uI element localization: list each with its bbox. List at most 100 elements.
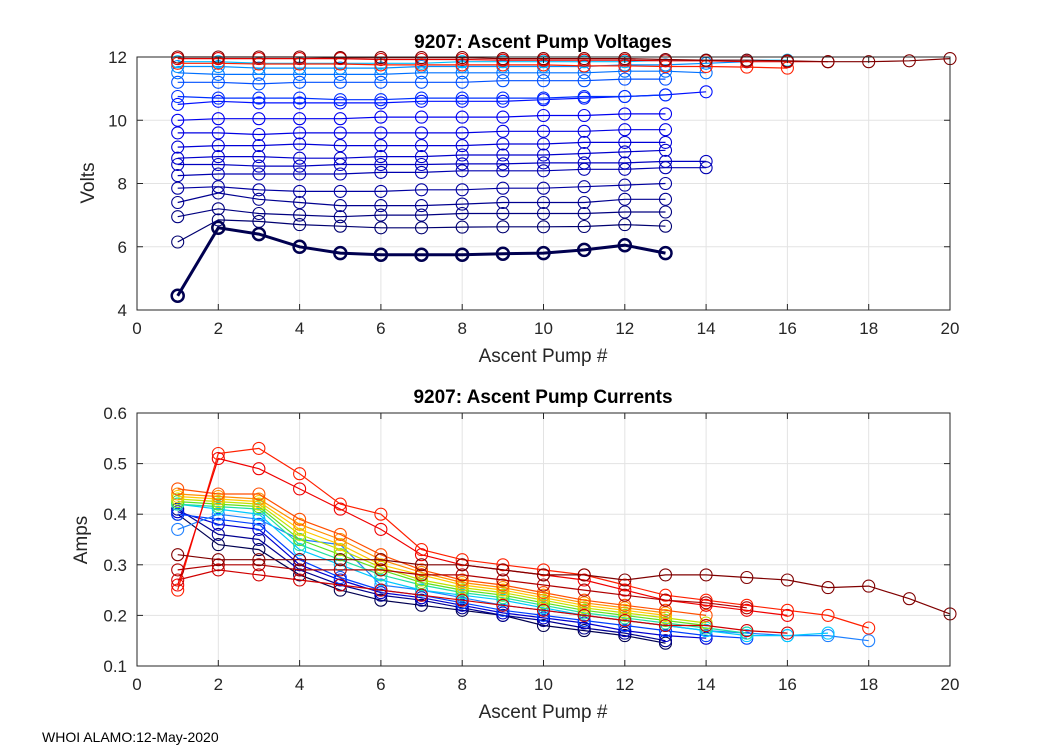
voltage-data-point: [171, 97, 185, 111]
voltage-y-axis-label: Volts: [78, 162, 99, 203]
voltage-data-point: [699, 53, 713, 67]
voltage-series-line: [177, 57, 828, 63]
voltage-data-point: [699, 85, 713, 99]
voltage-data-point: [252, 77, 266, 91]
current-ticks: 0 2 4 6 8 10 12 14 16 18 20 0.1 0.2 0.3 0.4 0.5 0.6: [103, 404, 959, 694]
voltage-data-point: [658, 205, 673, 219]
current-data-point: [333, 563, 347, 577]
voltage-data-point: [333, 219, 347, 233]
voltage-data-point: [170, 288, 185, 304]
voltage-data-point: [374, 139, 388, 153]
voltage-data-point: [618, 52, 632, 66]
voltage-series-line: [177, 61, 747, 69]
current-series-line: [177, 564, 747, 609]
voltage-data-point: [211, 167, 225, 181]
voltage-data-point: [333, 184, 347, 198]
voltage-data-point: [577, 180, 591, 194]
current-series-line: [177, 513, 666, 644]
current-data-point: [414, 573, 429, 587]
voltage-data-point: [496, 164, 510, 178]
current-data-point: [496, 578, 510, 592]
voltage-series-line: [177, 208, 666, 218]
voltage-y-tick-label: 10: [108, 111, 127, 130]
voltage-data-point: [211, 157, 225, 172]
voltage-data-point: [618, 178, 632, 192]
current-data-point: [333, 570, 347, 585]
voltage-data-point: [536, 206, 551, 221]
current-data-point: [171, 482, 185, 496]
voltage-data-point: [658, 52, 673, 67]
voltage-data-point: [455, 139, 469, 153]
current-x-axis-label: Ascent Pump #: [479, 702, 608, 723]
current-y-axis-label: Amps: [71, 516, 92, 565]
voltage-data-point: [171, 181, 185, 195]
voltage-data-point: [293, 184, 307, 198]
voltage-data-point: [252, 96, 266, 110]
voltage-data-point: [618, 145, 632, 159]
current-data-point: [455, 553, 469, 567]
voltage-x-tick-label: 2: [214, 319, 223, 338]
voltage-data-point: [455, 91, 469, 105]
voltage-data-point: [171, 75, 185, 89]
voltage-data-point: [902, 54, 916, 68]
voltage-data-point: [171, 151, 185, 165]
voltage-data-point: [374, 75, 388, 89]
current-data-point: [455, 573, 469, 587]
current-data-point: [171, 573, 185, 587]
voltage-data-point: [211, 139, 225, 153]
current-axes: 0 2 4 6 8 10 12 14 16 18 20 0.1 0.2 0.3 0.4 0.5 0.6 9207…: [71, 387, 959, 723]
voltage-series-14: [171, 72, 673, 91]
voltage-data-point: [414, 91, 429, 105]
current-data-point: [536, 618, 551, 633]
current-x-tick-label: 16: [778, 675, 797, 694]
voltage-data-point: [455, 183, 469, 197]
current-data-point: [414, 583, 429, 597]
voltage-data-point: [293, 159, 307, 173]
voltage-series-line: [177, 78, 666, 85]
current-series-line: [177, 503, 829, 637]
current-data-point: [902, 592, 916, 606]
voltage-series-7: [171, 154, 713, 173]
voltage-data-point: [211, 91, 225, 105]
voltage-data-point: [658, 143, 673, 157]
voltage-data-point: [821, 55, 835, 69]
current-x-tick-label: 12: [615, 675, 634, 694]
current-data-point: [414, 588, 429, 602]
voltage-data-point: [455, 157, 469, 171]
current-x-tick-label: 4: [295, 675, 304, 694]
current-data-point: [699, 596, 713, 610]
current-series-group: [171, 441, 957, 650]
current-data-point: [333, 578, 347, 592]
voltage-data-point: [617, 237, 633, 253]
current-y-tick-label: 0.6: [103, 404, 127, 423]
current-data-point: [536, 568, 551, 582]
voltage-data-point: [496, 148, 510, 162]
voltage-data-point: [374, 93, 388, 107]
current-data-point: [699, 618, 713, 633]
voltage-data-point: [455, 164, 469, 178]
current-data-point: [658, 603, 673, 617]
voltage-y-tick-label: 8: [118, 175, 127, 194]
current-data-point: [293, 543, 307, 557]
voltage-data-point: [658, 154, 673, 168]
current-data-point: [699, 629, 713, 643]
current-series-line: [177, 508, 666, 642]
voltage-data-point: [577, 52, 591, 66]
voltage-data-point: [536, 74, 551, 88]
voltage-series-11: [171, 107, 673, 127]
current-data-point: [252, 532, 266, 547]
voltage-data-point: [536, 164, 551, 178]
current-data-point: [211, 517, 225, 531]
voltage-series-line: [176, 226, 666, 297]
voltage-data-point: [618, 107, 632, 121]
current-data-point: [414, 598, 429, 612]
current-data-point: [252, 441, 266, 455]
voltage-data-point: [211, 150, 225, 164]
current-data-point: [293, 527, 307, 541]
current-data-point: [658, 624, 673, 638]
current-y-tick-label: 0.2: [103, 606, 127, 625]
voltage-data-point: [536, 220, 551, 234]
current-data-point: [171, 548, 185, 562]
current-data-point: [618, 624, 632, 638]
current-data-point: [333, 538, 347, 552]
